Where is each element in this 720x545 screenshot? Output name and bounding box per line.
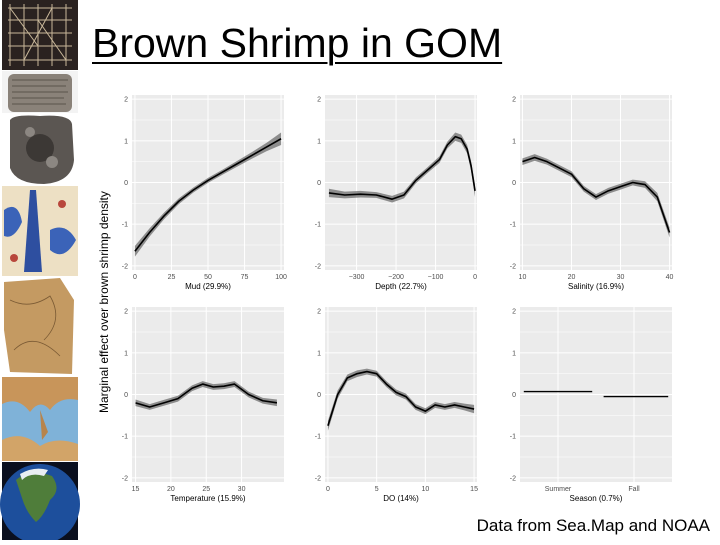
x-axis-label: Season (0.7%) <box>570 494 623 503</box>
x-tick-label: 0 <box>473 274 477 281</box>
y-tick-label: 0 <box>512 392 516 399</box>
fit-line <box>134 138 282 252</box>
x-tick-label: 15 <box>470 486 478 493</box>
medieval-map-icon <box>2 186 78 276</box>
x-tick-label: Summer <box>545 486 572 493</box>
mediterranean-map-icon <box>2 377 78 461</box>
fit-line <box>522 156 671 233</box>
y-tick-label: 2 <box>317 97 321 104</box>
grid-map-icon <box>2 0 78 70</box>
x-tick-label: 25 <box>168 274 176 281</box>
left-image-strip <box>0 0 80 544</box>
y-tick-label: 1 <box>124 350 128 357</box>
y-tick-label: -2 <box>510 263 516 270</box>
fit-line <box>328 135 476 200</box>
x-tick-label: 30 <box>238 486 246 493</box>
x-tick-label: −200 <box>388 274 404 281</box>
y-tick-label: 0 <box>317 180 321 187</box>
y-tick-label: 1 <box>512 350 516 357</box>
y-tick-label: -2 <box>315 475 321 482</box>
x-tick-label: 20 <box>167 486 175 493</box>
y-tick-label: 1 <box>512 138 516 145</box>
y-tick-label: -1 <box>315 222 321 229</box>
x-tick-label: 0 <box>133 274 137 281</box>
y-tick-label: 2 <box>512 309 516 316</box>
y-tick-label: 0 <box>124 392 128 399</box>
x-axis-label: Temperature (15.9%) <box>170 494 245 503</box>
x-tick-label: 40 <box>666 274 674 281</box>
x-tick-label: 20 <box>568 274 576 281</box>
stone-tablet-icon <box>2 113 78 185</box>
y-tick-label: 1 <box>124 138 128 145</box>
y-tick-label: 1 <box>317 350 321 357</box>
x-tick-label: 100 <box>275 274 287 281</box>
x-tick-label: 25 <box>202 486 210 493</box>
fit-line <box>327 370 475 426</box>
y-tick-label: 2 <box>124 97 128 104</box>
fit-line <box>135 383 278 408</box>
x-axis-label: DO (14%) <box>383 494 419 503</box>
x-tick-label: −300 <box>349 274 365 281</box>
x-axis-label: Salinity (16.9%) <box>568 282 624 291</box>
x-tick-label: 30 <box>617 274 625 281</box>
y-tick-label: -1 <box>510 434 516 441</box>
confidence-band <box>134 132 282 257</box>
y-tick-label: 0 <box>124 180 128 187</box>
panel-do: -2 -1 0 1 2 0 5 10 15 DO (14%) <box>315 307 478 503</box>
clay-tablet-icon <box>2 71 78 113</box>
x-axis-label: Depth (22.7%) <box>375 282 427 291</box>
y-tick-label: -1 <box>315 434 321 441</box>
y-tick-label: 1 <box>317 138 321 145</box>
y-tick-label: -1 <box>510 222 516 229</box>
y-tick-label: -1 <box>122 434 128 441</box>
x-tick-label: 5 <box>375 486 379 493</box>
x-tick-label: Fall <box>628 486 640 493</box>
confidence-band <box>522 154 670 238</box>
panel-salinity: -2 -1 0 1 2 10 20 30 40 Salinity (16.9%) <box>510 95 674 291</box>
panel-season: -2 -1 0 1 2 Summer Fall Season (0.7%) <box>510 307 672 503</box>
globe-north-america-icon <box>0 462 80 544</box>
panel-depth: -2 -1 0 1 2 −300 −200 −100 0 Depth (22.7%) <box>315 95 477 291</box>
x-tick-label: 10 <box>421 486 429 493</box>
x-axis-label: Mud (29.9%) <box>185 282 231 291</box>
y-tick-label: 2 <box>124 309 128 316</box>
slide-title: Brown Shrimp in GOM <box>92 20 503 66</box>
y-tick-label: 2 <box>317 309 321 316</box>
x-tick-label: 75 <box>241 274 249 281</box>
footer-credit: Data from Sea.Map and NOAA <box>476 516 710 535</box>
y-tick-label: 2 <box>512 97 516 104</box>
y-tick-label: -2 <box>510 475 516 482</box>
y-tick-label: -2 <box>122 263 128 270</box>
parchment-map-icon <box>2 276 78 376</box>
panel-mud: -2 -1 0 1 2 0 25 50 75 100 Mud (29.9%) <box>122 95 287 291</box>
y-tick-label: -2 <box>122 475 128 482</box>
y-tick-label: 0 <box>317 392 321 399</box>
x-tick-label: 50 <box>204 274 212 281</box>
x-tick-label: 10 <box>519 274 527 281</box>
x-tick-label: 15 <box>132 486 140 493</box>
y-tick-label: 0 <box>512 180 516 187</box>
y-tick-label: -2 <box>315 263 321 270</box>
y-tick-label: -1 <box>122 222 128 229</box>
x-tick-label: 0 <box>326 486 330 493</box>
x-tick-label: −100 <box>428 274 444 281</box>
